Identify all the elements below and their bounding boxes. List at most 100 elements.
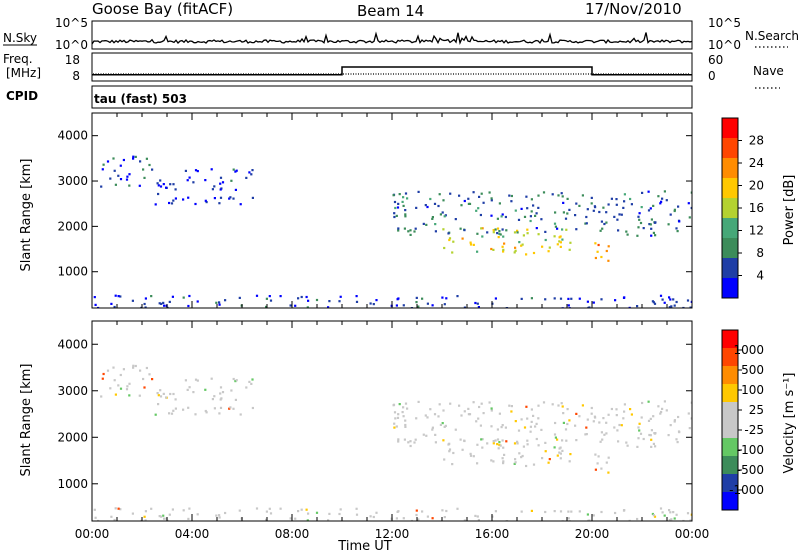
power-ytick-label: 1000 <box>57 265 88 279</box>
power-cell <box>143 302 146 306</box>
velocity-cell <box>556 438 559 441</box>
velocity-colorbar-tick-label: -25 <box>744 423 764 437</box>
power-cell <box>431 304 434 307</box>
velocity-cell <box>682 519 685 521</box>
power-cell <box>668 296 671 299</box>
velocity-cell <box>610 407 613 411</box>
velocity-cell <box>659 507 663 510</box>
velocity-cell <box>404 423 407 427</box>
velocity-cell <box>532 463 536 466</box>
velocity-cell <box>494 439 497 442</box>
power-colorbar-swatch <box>722 118 738 139</box>
power-cell <box>558 240 561 243</box>
power-cell <box>112 157 115 160</box>
power-cell <box>134 155 137 158</box>
power-cell <box>520 244 523 247</box>
velocity-cell <box>156 392 159 395</box>
power-cell <box>558 236 561 239</box>
velocity-cell <box>102 372 105 376</box>
velocity-cell <box>590 406 593 410</box>
velocity-cell <box>517 429 521 432</box>
power-cell <box>397 229 400 232</box>
power-cell <box>557 194 560 197</box>
power-cell <box>673 208 676 211</box>
power-cell <box>504 215 507 219</box>
power-cell <box>594 206 597 209</box>
power-cell <box>556 227 559 230</box>
power-cell <box>355 295 358 298</box>
freq-label-line1: Freq. <box>3 52 33 66</box>
power-cell <box>498 230 501 233</box>
velocity-cell <box>542 401 546 404</box>
power-cell <box>441 211 444 214</box>
velocity-cell <box>490 409 493 412</box>
velocity-cell <box>668 509 671 512</box>
velocity-cell <box>393 422 396 425</box>
velocity-cell <box>562 421 565 424</box>
power-cell <box>496 227 500 230</box>
velocity-cell <box>172 409 175 412</box>
power-cell <box>590 196 593 199</box>
power-cell <box>490 199 493 202</box>
power-cell <box>268 295 271 298</box>
velocity-cell <box>668 519 671 521</box>
power-cell <box>425 223 428 226</box>
velocity-cell <box>142 377 145 381</box>
power-cell <box>517 218 521 221</box>
velocity-cell <box>547 461 550 464</box>
velocity-cell <box>586 513 589 516</box>
velocity-cell <box>566 422 569 426</box>
power-cell <box>476 232 479 235</box>
velocity-cell <box>520 510 523 513</box>
velocity-cell <box>492 440 495 443</box>
power-cell <box>676 230 679 233</box>
velocity-cell <box>413 441 416 444</box>
velocity-cell <box>482 412 485 415</box>
power-cell <box>505 229 508 232</box>
velocity-cell <box>673 517 676 520</box>
power-ytick-label: 3000 <box>57 174 88 188</box>
velocity-cell <box>234 380 237 383</box>
velocity-cell <box>497 447 500 450</box>
power-cell <box>117 174 120 177</box>
power-cell <box>526 232 529 235</box>
power-cell <box>97 306 100 308</box>
power-cell <box>433 202 437 205</box>
power-cell <box>510 200 513 203</box>
velocity-cell <box>218 412 221 415</box>
velocity-cell <box>188 507 191 510</box>
power-colorbar-swatch <box>722 158 738 179</box>
power-cell <box>564 217 568 220</box>
power-cell <box>525 195 528 198</box>
velocity-cell <box>396 416 400 419</box>
velocity-cell <box>513 442 517 445</box>
velocity-cell <box>469 454 473 457</box>
velocity-cell <box>204 388 207 391</box>
power-cell <box>649 207 652 210</box>
velocity-cell <box>535 422 538 425</box>
power-cell <box>469 241 472 244</box>
velocity-cell <box>665 409 668 412</box>
velocity-cell <box>218 516 221 519</box>
power-cell <box>620 213 623 216</box>
power-cell <box>618 213 621 216</box>
velocity-cell <box>565 439 568 442</box>
velocity-cell <box>460 414 463 417</box>
velocity-cell <box>537 417 540 420</box>
date-title: 17/Nov/2010 <box>585 0 682 18</box>
power-cell <box>568 208 571 211</box>
power-cell <box>397 297 400 300</box>
power-cell <box>328 300 331 303</box>
velocity-cell <box>534 425 537 428</box>
power-cell <box>474 301 477 305</box>
velocity-cell <box>434 433 437 436</box>
power-cell <box>566 197 569 200</box>
velocity-cell <box>529 425 532 428</box>
power-cell <box>158 302 161 305</box>
velocity-cell <box>496 443 499 446</box>
velocity-cell <box>467 407 470 410</box>
velocity-cell <box>636 517 639 521</box>
power-cell <box>255 294 259 297</box>
power-cell <box>514 209 517 212</box>
velocity-cell <box>529 430 532 433</box>
